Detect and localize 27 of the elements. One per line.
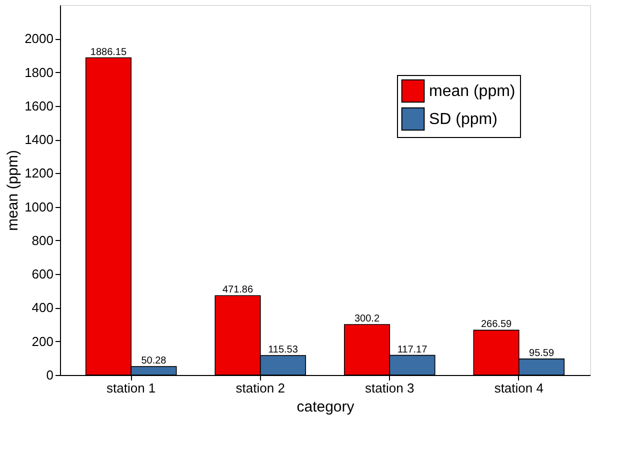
data-label: 471.86 — [222, 284, 254, 296]
y-tick-label: 1400 — [24, 132, 54, 148]
y-tick-label: 0 — [46, 368, 54, 382]
x-tick-label: station 3 — [365, 380, 414, 396]
data-label: 95.59 — [529, 348, 554, 359]
y-tick-label: 400 — [32, 300, 54, 316]
y-tick-label: 1000 — [24, 199, 54, 214]
y-tick-label: 1200 — [24, 166, 54, 181]
y-tick-label: 800 — [32, 232, 54, 248]
data-label: 50.28 — [141, 356, 167, 367]
x-tick-label: station 4 — [494, 380, 544, 396]
x-axis-title: category — [296, 398, 355, 416]
x-tick-label: station 2 — [236, 380, 285, 396]
y-tick-label: 200 — [32, 334, 54, 349]
data-label: 115.53 — [268, 344, 298, 356]
y-tick-label: 600 — [32, 266, 54, 282]
x-tick-label: station 1 — [106, 380, 156, 396]
data-label: 117.17 — [397, 344, 428, 356]
data-label: 300.2 — [354, 314, 380, 325]
legend-label: SD (ppm) — [429, 111, 498, 128]
y-tick-label: 2000 — [24, 31, 54, 46]
y-tick-label: 1800 — [24, 64, 54, 80]
data-label: 1886.15 — [90, 46, 127, 58]
legend-label: mean (ppm) — [429, 83, 516, 100]
data-label: 266.59 — [480, 319, 512, 330]
y-tick-label: 1600 — [24, 98, 54, 114]
y-axis-title: mean (ppm) — [4, 150, 22, 231]
